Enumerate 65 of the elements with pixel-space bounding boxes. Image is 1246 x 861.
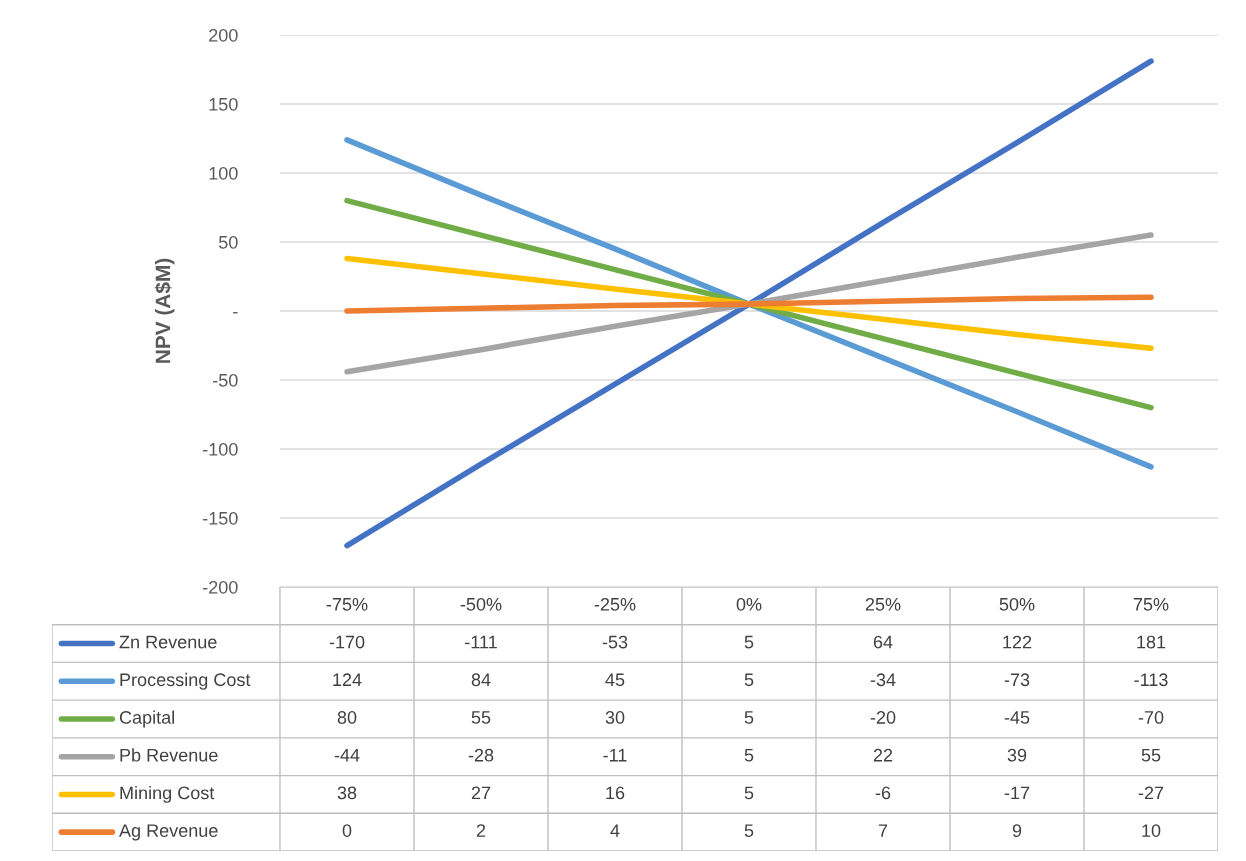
data-label: 30 xyxy=(605,711,625,724)
data-label: 181 xyxy=(1137,635,1166,649)
data-label: -73 xyxy=(1004,673,1030,687)
data-label: 16 xyxy=(606,786,625,800)
y-tick-label: -150 xyxy=(203,511,238,525)
y-tick-label: 200 xyxy=(209,28,238,42)
y-tick-label: -50 xyxy=(213,373,238,387)
data-label: 64 xyxy=(873,635,893,649)
data-label: 80 xyxy=(337,711,357,724)
x-tick-label: -25% xyxy=(594,597,636,611)
data-label: -113 xyxy=(1134,673,1168,687)
y-tick-label: -200 xyxy=(203,580,238,594)
y-tick-label: 50 xyxy=(218,235,238,249)
legend-label: Capital xyxy=(119,710,174,728)
legend-label: Ag Revenue xyxy=(119,824,218,841)
x-tick-label: 25% xyxy=(865,597,901,611)
legend-label: Zn Revenue xyxy=(119,635,217,649)
data-label: -27 xyxy=(1138,786,1164,800)
data-label: 9 xyxy=(1012,824,1022,837)
data-label: -170 xyxy=(329,635,365,649)
legend-label: Mining Cost xyxy=(120,786,215,803)
y-tick-label: - xyxy=(233,312,238,314)
legend-label: Pb Revenue xyxy=(120,748,218,762)
x-tick-label: 50% xyxy=(999,597,1035,611)
data-label: -34 xyxy=(870,673,896,687)
data-label: 22 xyxy=(873,748,893,762)
data-label: -53 xyxy=(602,635,628,649)
data-label: 39 xyxy=(1007,748,1027,762)
x-tick-label: 0% xyxy=(736,597,762,611)
data-label: -28 xyxy=(468,748,494,762)
data-label: -11 xyxy=(603,748,627,762)
data-label: 10 xyxy=(1142,824,1161,837)
data-label: 5 xyxy=(744,635,754,649)
data-label: -20 xyxy=(870,711,896,724)
data-label: 55 xyxy=(1141,748,1161,762)
x-tick-label: -75% xyxy=(326,598,368,611)
data-label: 0 xyxy=(342,824,352,837)
data-label: 124 xyxy=(333,673,362,686)
data-label: -70 xyxy=(1138,711,1164,724)
data-label: 5 xyxy=(744,673,754,687)
x-tick-label: 75% xyxy=(1133,598,1169,611)
data-label: 5 xyxy=(744,824,754,837)
data-label: 4 xyxy=(610,824,620,837)
data-label: 5 xyxy=(744,786,754,800)
y-axis-title: NPV (A$M) xyxy=(154,258,175,363)
data-label: 5 xyxy=(744,748,754,762)
data-label: 45 xyxy=(605,673,625,687)
data-label: -45 xyxy=(1004,711,1030,724)
data-label: -17 xyxy=(1004,786,1030,800)
data-label: 38 xyxy=(337,786,357,800)
data-label: 55 xyxy=(471,711,491,724)
data-label: 84 xyxy=(471,673,491,687)
data-label: 7 xyxy=(878,824,888,837)
data-label: -6 xyxy=(875,786,891,800)
data-label: -111 xyxy=(465,635,497,649)
y-tick-label: 100 xyxy=(209,166,238,180)
data-label: -44 xyxy=(334,748,360,762)
data-label: 5 xyxy=(744,711,754,724)
x-tick-label: -50% xyxy=(460,597,502,611)
y-tick-label: 150 xyxy=(209,97,238,111)
data-label: 27 xyxy=(471,786,491,800)
data-label: 122 xyxy=(1003,635,1032,649)
y-tick-label: -100 xyxy=(203,442,238,456)
data-label: 2 xyxy=(476,824,486,837)
legend-label: Processing Cost xyxy=(120,672,251,690)
